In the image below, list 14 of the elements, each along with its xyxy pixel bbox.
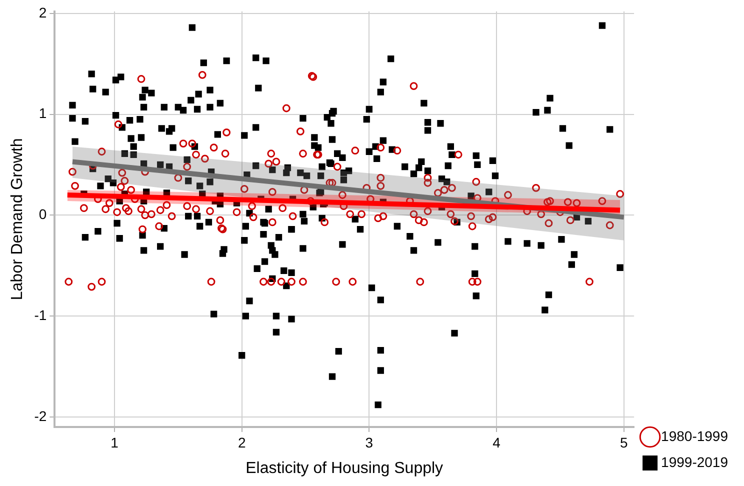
- legend-label: 1999-2019: [661, 454, 728, 470]
- y-tick-label: 1: [38, 105, 47, 122]
- y-tick-label: -2: [34, 408, 47, 424]
- x-tick-label: 4: [492, 434, 501, 450]
- y-tick-label: 0: [38, 206, 47, 222]
- y-tick-label: 2: [38, 4, 47, 20]
- x-tick-label: 3: [365, 434, 374, 450]
- x-axis-title: Elasticity of Housing Supply: [246, 460, 444, 477]
- x-tick-label: 2: [238, 434, 246, 450]
- x-tick-label: 1: [110, 434, 119, 450]
- legend-label: 1980-1999: [661, 428, 728, 444]
- y-axis-title: Labor Demand Growth: [9, 138, 26, 300]
- x-tick-label: 5: [620, 434, 628, 450]
- y-tick-label: -1: [34, 306, 47, 323]
